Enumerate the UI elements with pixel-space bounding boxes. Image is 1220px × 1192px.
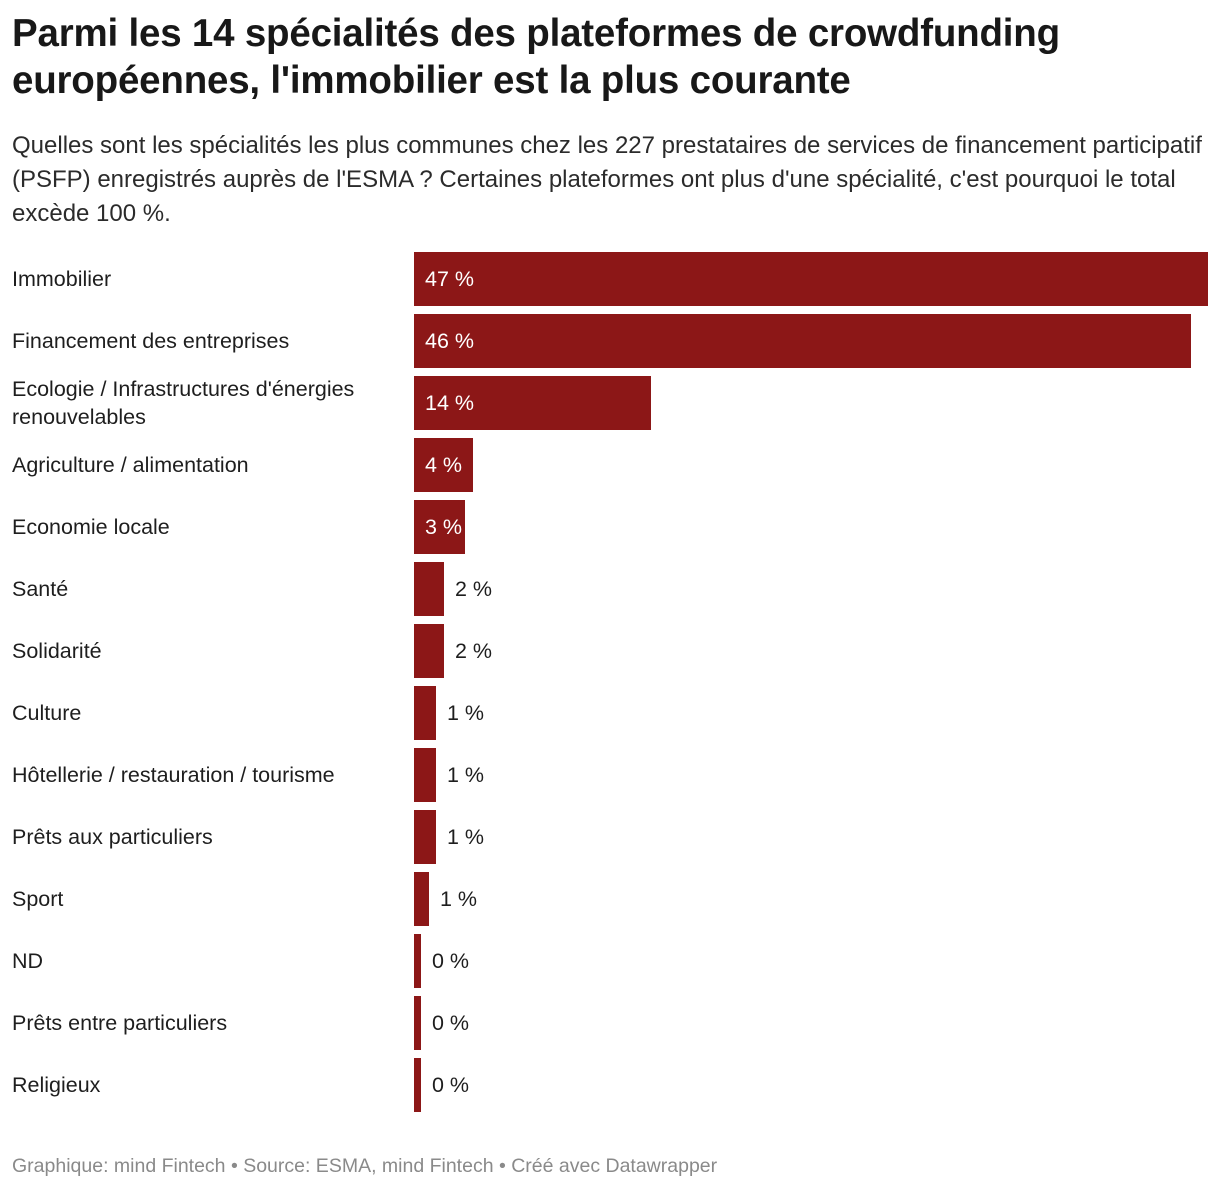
category-label: ND <box>12 949 44 973</box>
category-label: Prêts entre particuliers <box>12 1011 228 1035</box>
category-label: Religieux <box>12 1073 101 1097</box>
bar-chart: Immobilier 47 % Financement des entreprise… <box>0 252 1220 1120</box>
bar-row: Immobilier 47 % <box>0 252 1220 306</box>
bar-row: Agriculture / alimentation 4 % <box>0 438 1220 492</box>
bar <box>414 1058 421 1112</box>
value-label: 1 % <box>440 886 478 911</box>
value-label: 3 % <box>425 514 463 539</box>
category-label: Financement des entreprises <box>12 329 290 353</box>
value-label: 1 % <box>447 762 485 787</box>
bar <box>414 500 465 554</box>
category-label: Santé <box>12 577 69 601</box>
bar <box>414 314 1191 368</box>
value-label: 1 % <box>447 700 485 725</box>
category-label: Sport <box>12 887 64 911</box>
bar-row: Ecologie / Infrastructures d'énergies re… <box>0 376 1220 430</box>
value-label: 4 % <box>425 452 463 477</box>
category-label: Economie locale <box>12 515 170 539</box>
value-label: 2 % <box>455 638 493 663</box>
bar-row: Santé 2 % <box>0 562 1220 616</box>
category-label: Immobilier <box>12 267 112 291</box>
value-label: 1 % <box>447 824 485 849</box>
bar <box>414 686 436 740</box>
category-label: Prêts aux particuliers <box>12 825 213 849</box>
value-label: 46 % <box>425 328 475 353</box>
category-label: Ecologie / Infrastructures d'énergies re… <box>12 377 355 429</box>
value-label: 47 % <box>425 266 475 291</box>
category-label: Solidarité <box>12 639 102 663</box>
bar-row: Solidarité 2 % <box>0 624 1220 678</box>
value-label: 0 % <box>432 1072 470 1097</box>
bar <box>414 376 651 430</box>
bar <box>414 872 429 926</box>
bar <box>414 624 444 678</box>
category-label: Hôtellerie / restauration / tourisme <box>12 763 335 787</box>
bar-row: Culture 1 % <box>0 686 1220 740</box>
bar <box>414 748 436 802</box>
bar <box>414 438 473 492</box>
chart-footer-credit: Graphique: mind Fintech • Source: ESMA, … <box>12 1155 718 1177</box>
category-label: Culture <box>12 701 82 725</box>
bar <box>414 252 1208 306</box>
value-label: 0 % <box>432 948 470 973</box>
value-label: 14 % <box>425 390 475 415</box>
bar-row: Hôtellerie / restauration / tourisme 1 % <box>0 748 1220 802</box>
bar-row: Prêts entre particuliers 0 % <box>0 996 1220 1050</box>
bar-row: Financement des entreprises 46 % <box>0 314 1220 368</box>
bar-row: Economie locale 3 % <box>0 500 1220 554</box>
bar <box>414 996 421 1050</box>
bar <box>414 562 444 616</box>
bar-row: Religieux 0 % <box>0 1058 1220 1112</box>
bar-row: Prêts aux particuliers 1 % <box>0 810 1220 864</box>
chart-subtitle: Quelles sont les spécialités les plus co… <box>12 132 1202 227</box>
chart-title: Parmi les 14 spécialités des plateformes… <box>12 12 1060 102</box>
bar <box>414 934 421 988</box>
bar <box>414 810 436 864</box>
bar-row: Sport 1 % <box>0 872 1220 926</box>
value-label: 0 % <box>432 1010 470 1035</box>
value-label: 2 % <box>455 576 493 601</box>
category-label: Agriculture / alimentation <box>12 453 249 477</box>
bar-row: ND 0 % <box>0 934 1220 988</box>
